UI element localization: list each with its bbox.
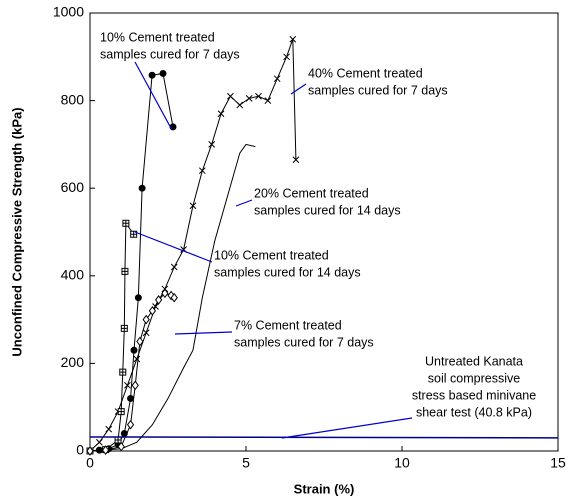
point	[273, 75, 281, 83]
point	[101, 445, 110, 455]
point	[130, 346, 138, 354]
point	[170, 263, 178, 271]
point	[142, 329, 150, 337]
annotation: samples cured for 14 days	[254, 203, 401, 217]
point	[126, 419, 135, 430]
x-tick-label: 10	[394, 455, 410, 471]
x-tick-label: 15	[550, 455, 566, 471]
series-line	[89, 39, 297, 452]
annotation: samples cured for 7 days	[100, 47, 240, 61]
point	[119, 368, 127, 376]
point	[245, 95, 253, 102]
point	[148, 71, 156, 79]
y-tick-label: 600	[61, 179, 85, 195]
point	[117, 441, 125, 452]
point	[105, 425, 113, 433]
point	[255, 92, 262, 100]
x-axis-title: Strain (%)	[294, 481, 355, 496]
point	[148, 306, 157, 316]
annotation: shear test (40.8 kPa)	[416, 405, 532, 419]
annotation: 7% Cement treated	[234, 318, 342, 332]
annotation: samples cured for 14 days	[214, 265, 361, 279]
annotation: samples cured for 7 days	[234, 335, 374, 349]
series-line	[89, 143, 256, 452]
y-axis-title: Unconfined Compressive Strength (kPa)	[9, 107, 24, 356]
annotation: 10% Cement treated	[214, 248, 329, 262]
series-line	[89, 436, 559, 439]
annotation: samples cured for 7 days	[308, 83, 448, 97]
point	[208, 141, 216, 148]
point	[161, 288, 169, 299]
point	[264, 97, 272, 104]
point	[142, 314, 150, 325]
point	[117, 408, 125, 416]
point	[134, 294, 142, 302]
annotation-leader	[174, 331, 233, 335]
annotation-leader	[134, 61, 173, 131]
point	[283, 53, 290, 61]
y-tick-label: 800	[61, 91, 85, 107]
annotation: 20% Cement treated	[254, 186, 369, 200]
point	[96, 438, 103, 446]
point	[124, 381, 131, 389]
y-tick-label: 1000	[53, 4, 84, 20]
point	[217, 110, 225, 118]
point	[121, 267, 129, 275]
point	[189, 202, 197, 210]
point	[227, 92, 234, 100]
y-tick-label: 200	[61, 354, 85, 370]
x-tick-label: 5	[242, 455, 250, 471]
annotation: 40% Cement treated	[308, 66, 423, 80]
y-tick-label: 0	[76, 442, 84, 458]
y-tick-label: 400	[61, 267, 85, 283]
point	[120, 324, 128, 332]
point	[127, 394, 135, 402]
annotation-leader	[290, 83, 307, 95]
annotation-leader	[235, 199, 253, 207]
point	[292, 156, 300, 164]
annotation: soil compressive	[428, 371, 520, 385]
point	[159, 69, 167, 77]
point	[138, 184, 146, 192]
plot-frame	[89, 12, 559, 452]
annotation-leader	[134, 231, 213, 263]
point	[236, 101, 244, 109]
point	[155, 295, 163, 305]
point	[136, 336, 144, 347]
point	[170, 292, 178, 303]
x-tick-label: 0	[86, 455, 94, 471]
annotation: Untreated Kanata	[425, 354, 523, 368]
annotation: 10% Cement treated	[100, 30, 215, 44]
point	[289, 35, 297, 43]
annotation: stress based minivane	[412, 388, 536, 402]
point	[86, 446, 94, 456]
series-line	[89, 72, 174, 452]
point	[131, 380, 139, 391]
point	[198, 167, 206, 175]
point	[122, 219, 130, 227]
annotation-leader	[281, 417, 413, 439]
point	[133, 355, 141, 363]
point	[114, 436, 122, 444]
